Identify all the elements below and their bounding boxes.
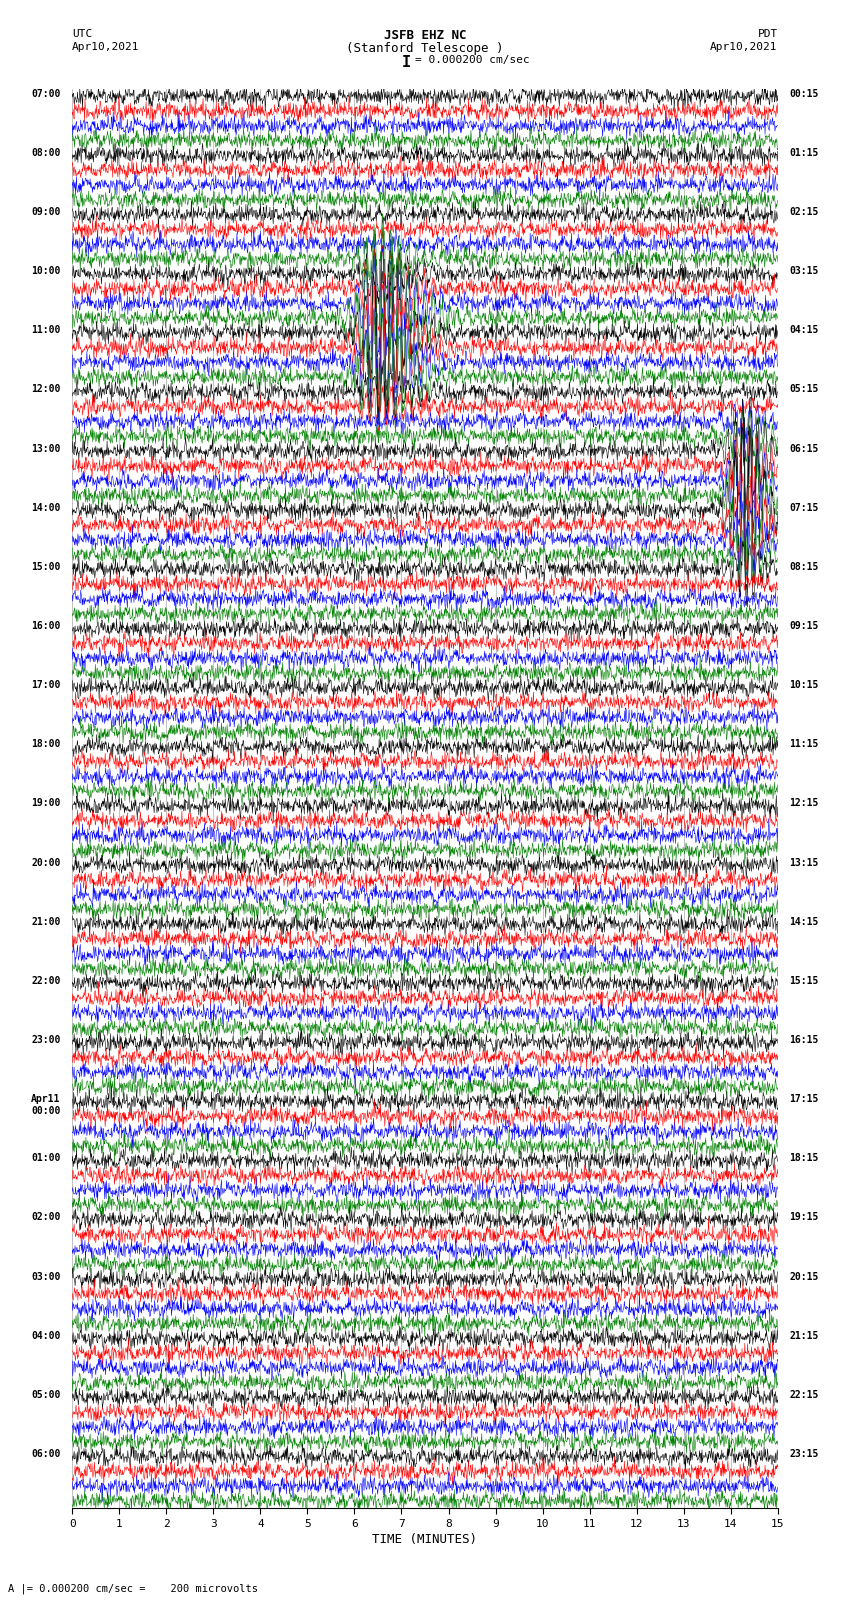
- Text: 11:00: 11:00: [31, 326, 60, 336]
- Text: 16:15: 16:15: [790, 1036, 819, 1045]
- Text: Apr10,2021: Apr10,2021: [72, 42, 139, 52]
- Text: 05:15: 05:15: [790, 384, 819, 395]
- Text: 22:15: 22:15: [790, 1390, 819, 1400]
- Text: A |= 0.000200 cm/sec =    200 microvolts: A |= 0.000200 cm/sec = 200 microvolts: [8, 1582, 258, 1594]
- Text: 20:00: 20:00: [31, 858, 60, 868]
- Text: 06:15: 06:15: [790, 444, 819, 453]
- Text: Apr11
00:00: Apr11 00:00: [31, 1094, 60, 1116]
- Text: 19:15: 19:15: [790, 1213, 819, 1223]
- Text: 08:00: 08:00: [31, 148, 60, 158]
- Text: 05:00: 05:00: [31, 1390, 60, 1400]
- Text: 14:15: 14:15: [790, 916, 819, 927]
- X-axis label: TIME (MINUTES): TIME (MINUTES): [372, 1532, 478, 1545]
- Text: 15:15: 15:15: [790, 976, 819, 986]
- Text: 18:15: 18:15: [790, 1153, 819, 1163]
- Text: 13:00: 13:00: [31, 444, 60, 453]
- Text: 16:00: 16:00: [31, 621, 60, 631]
- Text: 20:15: 20:15: [790, 1271, 819, 1282]
- Text: Apr10,2021: Apr10,2021: [711, 42, 778, 52]
- Text: 21:15: 21:15: [790, 1331, 819, 1340]
- Text: 23:00: 23:00: [31, 1036, 60, 1045]
- Text: PDT: PDT: [757, 29, 778, 39]
- Text: 02:00: 02:00: [31, 1213, 60, 1223]
- Text: 23:15: 23:15: [790, 1448, 819, 1460]
- Text: UTC: UTC: [72, 29, 93, 39]
- Text: 18:00: 18:00: [31, 739, 60, 750]
- Text: 04:15: 04:15: [790, 326, 819, 336]
- Text: JSFB EHZ NC: JSFB EHZ NC: [383, 29, 467, 42]
- Text: 10:00: 10:00: [31, 266, 60, 276]
- Text: 08:15: 08:15: [790, 561, 819, 573]
- Text: 22:00: 22:00: [31, 976, 60, 986]
- Text: 19:00: 19:00: [31, 798, 60, 808]
- Text: 17:15: 17:15: [790, 1094, 819, 1105]
- Text: 01:15: 01:15: [790, 148, 819, 158]
- Text: 15:00: 15:00: [31, 561, 60, 573]
- Text: 12:15: 12:15: [790, 798, 819, 808]
- Text: (Stanford Telescope ): (Stanford Telescope ): [346, 42, 504, 55]
- Text: 01:00: 01:00: [31, 1153, 60, 1163]
- Text: 13:15: 13:15: [790, 858, 819, 868]
- Text: 12:00: 12:00: [31, 384, 60, 395]
- Text: 10:15: 10:15: [790, 681, 819, 690]
- Text: 17:00: 17:00: [31, 681, 60, 690]
- Text: 09:15: 09:15: [790, 621, 819, 631]
- Text: 07:15: 07:15: [790, 503, 819, 513]
- Text: 09:00: 09:00: [31, 206, 60, 218]
- Text: 06:00: 06:00: [31, 1448, 60, 1460]
- Text: 11:15: 11:15: [790, 739, 819, 750]
- Text: 04:00: 04:00: [31, 1331, 60, 1340]
- Text: 00:15: 00:15: [790, 89, 819, 98]
- Text: 07:00: 07:00: [31, 89, 60, 98]
- Text: 03:00: 03:00: [31, 1271, 60, 1282]
- Text: 03:15: 03:15: [790, 266, 819, 276]
- Text: 14:00: 14:00: [31, 503, 60, 513]
- Text: = 0.000200 cm/sec: = 0.000200 cm/sec: [415, 55, 530, 65]
- Text: 21:00: 21:00: [31, 916, 60, 927]
- Text: 02:15: 02:15: [790, 206, 819, 218]
- Text: I: I: [402, 55, 411, 69]
